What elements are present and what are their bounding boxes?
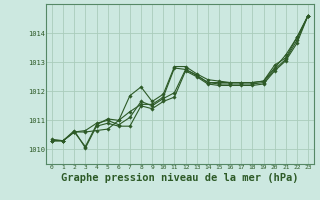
X-axis label: Graphe pression niveau de la mer (hPa): Graphe pression niveau de la mer (hPa) <box>61 173 299 183</box>
